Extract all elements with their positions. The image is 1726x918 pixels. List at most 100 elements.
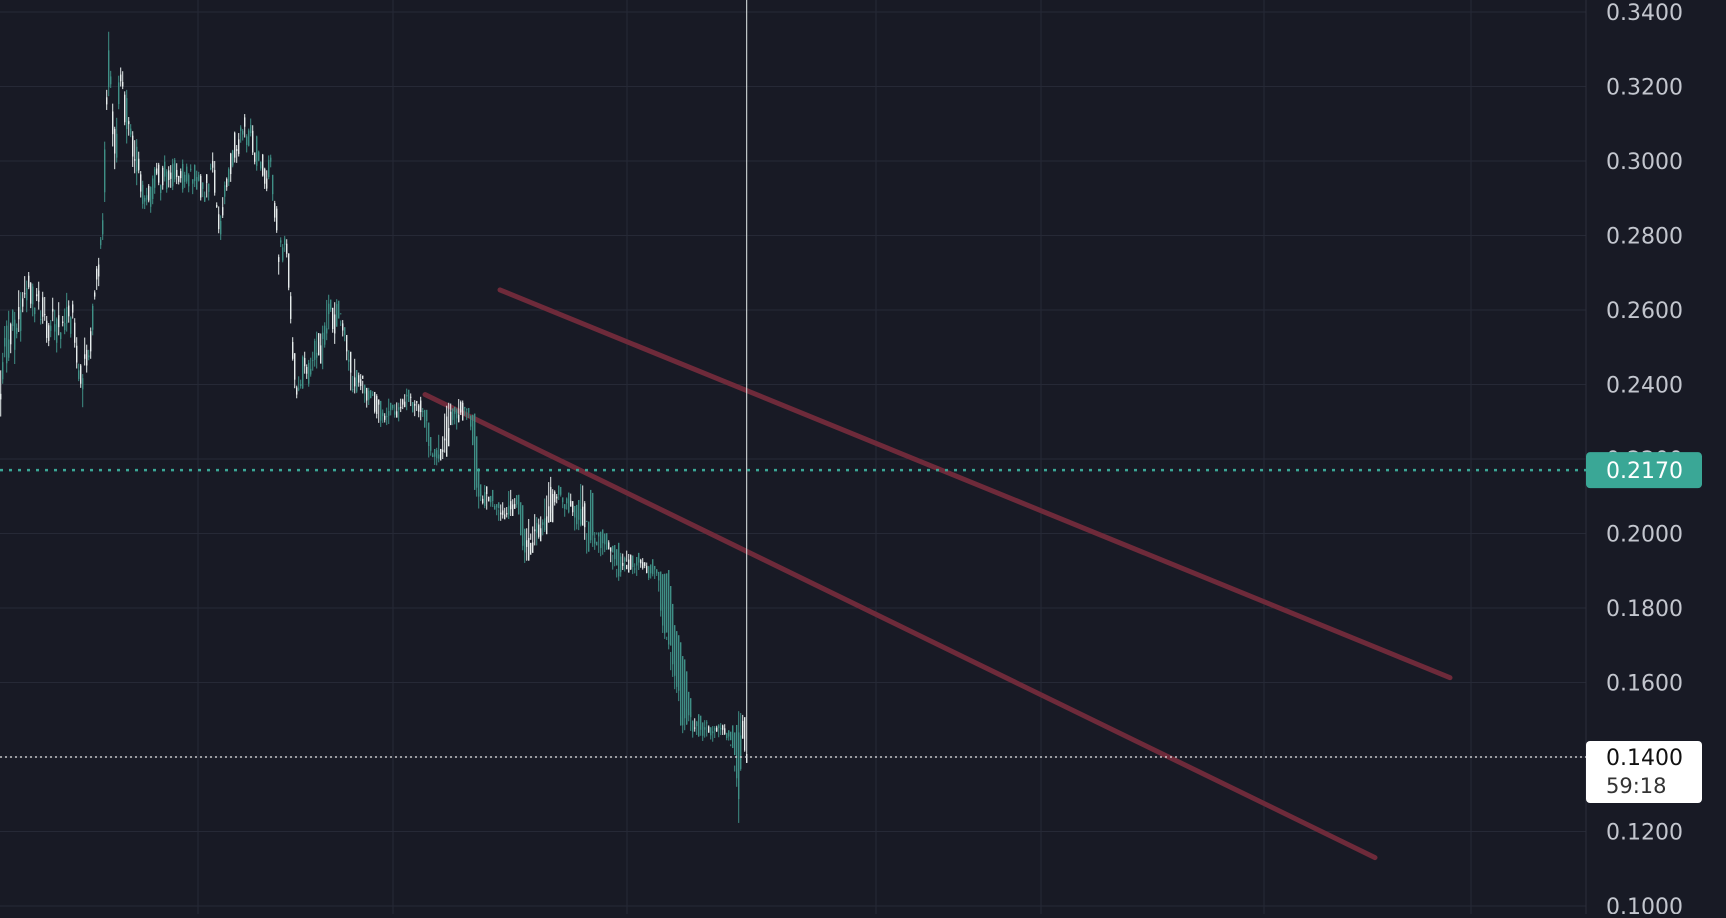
candle-body bbox=[2, 362, 4, 380]
candle-body bbox=[8, 339, 10, 358]
candle bbox=[460, 400, 462, 416]
candle-body bbox=[318, 333, 320, 356]
candle bbox=[282, 244, 284, 263]
candle bbox=[400, 398, 402, 413]
candle-body bbox=[326, 328, 328, 334]
candle-body bbox=[632, 555, 634, 568]
candle-body bbox=[266, 178, 268, 189]
candle bbox=[694, 718, 696, 732]
candle-body bbox=[348, 359, 350, 362]
candle-body bbox=[726, 732, 728, 739]
candle bbox=[710, 727, 712, 740]
candle-body bbox=[360, 379, 362, 386]
candle-body bbox=[724, 728, 726, 734]
candle-body bbox=[486, 486, 488, 495]
candle-body bbox=[160, 185, 162, 194]
candle-body bbox=[456, 409, 458, 419]
candle bbox=[362, 375, 364, 394]
candle-body bbox=[448, 428, 450, 447]
candle bbox=[658, 571, 660, 592]
channel-upper-line bbox=[497, 287, 1453, 681]
candle bbox=[528, 518, 530, 561]
candle-body bbox=[104, 149, 106, 193]
candle bbox=[552, 489, 554, 523]
candle-body bbox=[44, 314, 46, 316]
candle-body bbox=[90, 331, 92, 352]
candle bbox=[384, 413, 386, 423]
candle-body bbox=[566, 498, 568, 504]
candle-body bbox=[42, 297, 44, 317]
price-axis[interactable]: 0.34000.32000.30000.28000.26000.24000.22… bbox=[1606, 1, 1683, 918]
candle-body bbox=[46, 320, 48, 338]
trend-channel[interactable] bbox=[422, 287, 1453, 861]
candle bbox=[490, 495, 492, 507]
candle bbox=[378, 399, 380, 423]
candle bbox=[572, 501, 574, 516]
candle-body bbox=[506, 513, 508, 515]
candle bbox=[726, 732, 728, 741]
candle bbox=[284, 235, 286, 252]
candle bbox=[40, 310, 42, 325]
candle bbox=[242, 128, 244, 141]
candle bbox=[44, 296, 46, 321]
candle-body bbox=[718, 725, 720, 728]
candle-body bbox=[146, 195, 148, 200]
candle-body bbox=[450, 411, 452, 426]
candle-body bbox=[484, 492, 486, 506]
candle bbox=[582, 485, 584, 526]
candle bbox=[520, 502, 522, 536]
candle-body bbox=[412, 402, 414, 413]
level-price-label: 0.2170 bbox=[1606, 459, 1683, 484]
candle bbox=[132, 131, 134, 167]
candle bbox=[712, 726, 714, 742]
candle-body bbox=[60, 332, 62, 340]
candle-body bbox=[206, 174, 208, 183]
candle bbox=[168, 166, 170, 188]
candle bbox=[108, 31, 110, 97]
candle-body bbox=[166, 171, 168, 189]
candle-body bbox=[30, 283, 32, 304]
candle-body bbox=[132, 135, 134, 157]
candle-body bbox=[422, 410, 424, 413]
candle-body bbox=[722, 725, 724, 730]
candle-body bbox=[74, 322, 76, 343]
candle-body bbox=[462, 402, 464, 421]
candle-body bbox=[652, 559, 654, 575]
price-tick-label: 0.2000 bbox=[1606, 523, 1683, 548]
candle-body bbox=[252, 130, 254, 153]
candle bbox=[336, 299, 338, 327]
price-tick-label: 0.1800 bbox=[1606, 597, 1683, 622]
candle-body bbox=[524, 528, 526, 553]
candle-body bbox=[188, 175, 190, 187]
candle bbox=[530, 533, 532, 555]
candle bbox=[634, 563, 636, 574]
candle-body bbox=[114, 128, 116, 154]
candle bbox=[652, 559, 654, 577]
candle-body bbox=[622, 562, 624, 566]
candle bbox=[296, 385, 298, 399]
candle-body bbox=[180, 171, 182, 179]
candle-body bbox=[594, 537, 596, 544]
candle bbox=[592, 492, 594, 547]
candle bbox=[4, 326, 6, 358]
candle bbox=[434, 448, 436, 465]
candle-body bbox=[404, 401, 406, 408]
candle bbox=[220, 215, 222, 240]
candle bbox=[350, 351, 352, 391]
price-tick-label: 0.3000 bbox=[1606, 150, 1683, 175]
candle bbox=[406, 388, 408, 411]
candle bbox=[348, 350, 350, 371]
candle-body bbox=[520, 502, 522, 536]
candle bbox=[142, 180, 144, 209]
candle-body bbox=[600, 531, 602, 549]
candle-body bbox=[92, 305, 94, 330]
candle-body bbox=[496, 504, 498, 508]
candle bbox=[496, 504, 498, 516]
candle bbox=[36, 288, 38, 302]
candle-body bbox=[120, 74, 122, 82]
candle-body bbox=[176, 169, 178, 178]
candle-body bbox=[380, 400, 382, 421]
candle bbox=[176, 163, 178, 185]
